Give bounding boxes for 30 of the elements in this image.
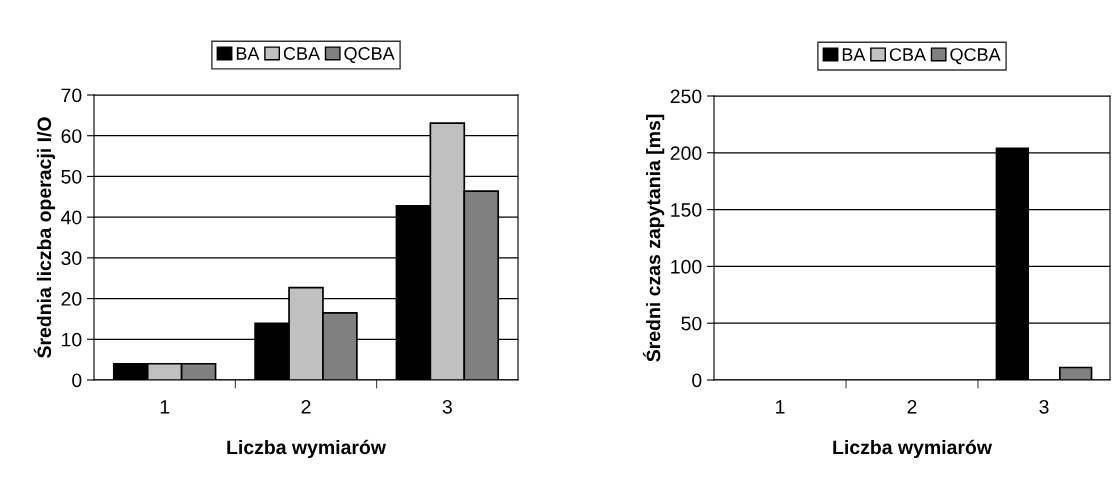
legend-label: CBA [889, 48, 927, 61]
y-tick-label: 20 [61, 292, 82, 306]
x-tick-label: 3 [442, 399, 452, 414]
x-axis-title: Liczba wymiarów [833, 439, 992, 459]
legend-label: BA [842, 48, 866, 61]
x-tick-label: 1 [776, 400, 785, 414]
y-tick-label: 10 [62, 332, 82, 347]
y-tick-label: 100 [671, 259, 702, 274]
x-tick-label: 1 [160, 400, 170, 414]
y-tick-label: 150 [671, 203, 702, 217]
x-axis-title: Liczba wymiarów [227, 439, 386, 459]
y-tick-label: 60 [61, 129, 82, 143]
y-tick-label: 0 [72, 373, 82, 388]
x-tick-label: 3 [1039, 399, 1049, 414]
y-axis-title: Średni czas zapytania [ms] [642, 114, 665, 362]
y-tick-label: 50 [681, 316, 702, 331]
legend-label: QCBA [950, 48, 1001, 65]
legend-label: BA [236, 47, 260, 60]
y-tick-label: 0 [692, 373, 702, 388]
y-tick-label: 70 [61, 88, 82, 103]
legend-label: CBA [283, 47, 321, 60]
x-tick-label: 2 [907, 399, 917, 414]
y-tick-label: 30 [61, 251, 82, 266]
y-tick-label: 250 [670, 89, 702, 104]
y-tick-label: 40 [61, 210, 82, 225]
y-tick-label: 200 [670, 146, 702, 161]
x-tick-label: 2 [301, 399, 311, 414]
y-tick-label: 50 [61, 169, 82, 184]
legend-label: QCBA [344, 47, 395, 64]
y-axis-title: Średnia liczba operacji I/O [33, 117, 56, 358]
